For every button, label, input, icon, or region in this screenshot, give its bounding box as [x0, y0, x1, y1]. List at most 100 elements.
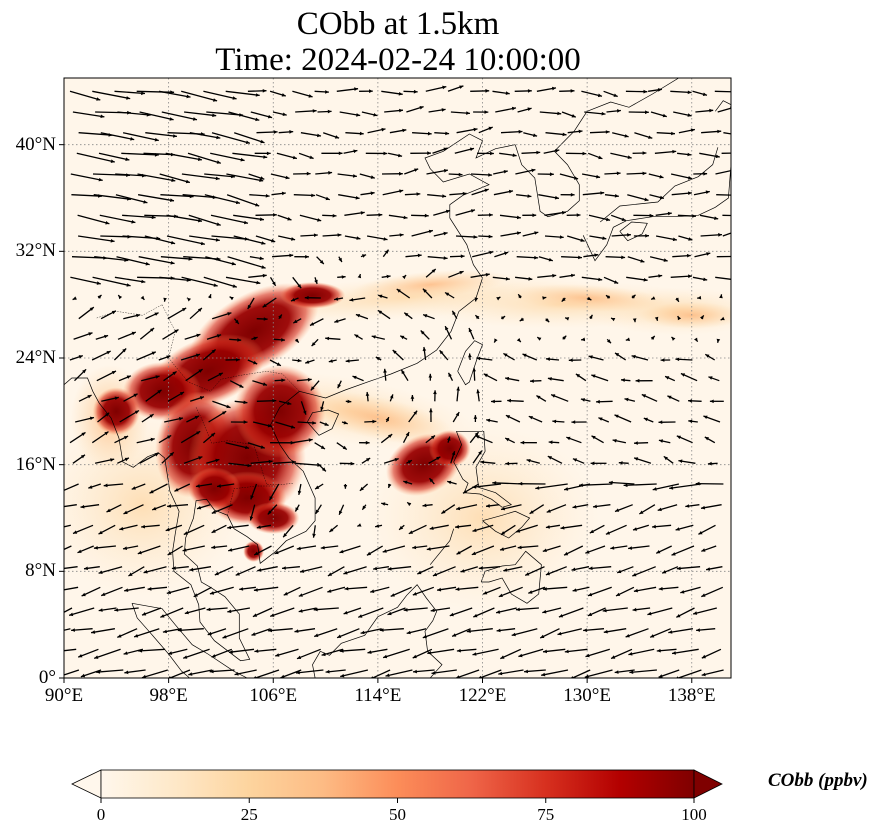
country-border: [227, 485, 276, 516]
wind-arrow: [227, 256, 266, 269]
wind-arrow: [380, 433, 393, 444]
coastline: [453, 430, 513, 508]
wind-arrow: [328, 359, 337, 363]
wind-arrow: [550, 393, 569, 402]
wind-arrow: [406, 459, 413, 464]
wind-arrow: [322, 132, 340, 139]
wind-arrow: [345, 359, 359, 363]
wind-arrow: [595, 399, 613, 404]
wind-arrow: [188, 669, 213, 676]
wind-arrow: [195, 483, 213, 488]
wind-arrow: [635, 378, 653, 383]
wind-arrow: [255, 235, 276, 243]
wind-arrow: [425, 85, 447, 92]
wind-arrow: [138, 648, 166, 653]
wind-arrow: [403, 89, 418, 94]
wind-arrow: [598, 417, 610, 423]
wind-arrow: [160, 256, 193, 261]
wind-arrow: [186, 297, 191, 302]
wind-arrow: [537, 172, 554, 177]
wind-arrow: [693, 172, 708, 176]
wind-arrow: [77, 545, 94, 554]
wind-arrow: [317, 109, 332, 114]
wind-arrow: [631, 294, 636, 299]
wind-arrow: [325, 669, 346, 674]
wind-arrow: [492, 481, 524, 485]
wind-arrow: [144, 235, 176, 245]
wind-arrow: [203, 276, 237, 288]
wind-arrow: [591, 435, 604, 444]
wind-arrow: [422, 288, 433, 299]
wind-arrow: [591, 374, 609, 382]
wind-arrow: [96, 669, 124, 674]
wind-arrow: [277, 214, 292, 221]
wind-arrow: [605, 524, 627, 535]
wind-arrow: [406, 628, 427, 635]
wind-arrow: [365, 391, 370, 402]
wind-arrow: [559, 89, 575, 93]
wind-arrow: [402, 431, 410, 444]
wind-arrow: [542, 296, 547, 300]
wind-arrow: [544, 210, 566, 216]
plume-blob: [639, 302, 731, 329]
wind-arrow: [377, 309, 391, 320]
coastline: [619, 221, 648, 242]
wind-arrow: [473, 607, 495, 618]
wind-arrow: [518, 648, 544, 658]
wind-arrow: [604, 171, 621, 176]
y-tick-label: 40°N: [15, 133, 56, 155]
wind-arrow: [612, 132, 629, 138]
wind-arrow: [292, 438, 313, 444]
wind-arrow: [580, 398, 591, 402]
wind-arrow: [590, 461, 607, 466]
wind-arrow: [297, 421, 317, 425]
plume-blob: [279, 282, 346, 309]
wind-arrow: [610, 152, 632, 159]
wind-arrow: [309, 318, 324, 327]
wind-arrow: [145, 389, 162, 402]
wind-arrow: [631, 354, 649, 361]
wind-arrow: [182, 648, 210, 659]
wind-arrow: [615, 586, 635, 597]
wind-arrow: [503, 352, 515, 361]
wind-arrow: [320, 401, 325, 412]
wind-arrow: [499, 214, 521, 220]
wind-arrow: [382, 545, 406, 553]
wind-arrow: [251, 336, 258, 341]
wind-arrow: [396, 288, 411, 299]
wind-arrow: [402, 274, 407, 280]
wind-arrow: [677, 152, 692, 157]
wind-arrow: [91, 431, 109, 444]
wind-arrow: [633, 213, 654, 218]
wind-arrow: [294, 504, 300, 512]
x-tick-label: 138°E: [667, 685, 716, 706]
wind-arrow: [588, 355, 604, 361]
wind-arrow: [625, 89, 648, 94]
wind-arrow: [716, 338, 721, 343]
wind-arrow: [359, 173, 375, 179]
wind-arrow: [536, 336, 542, 341]
wind-arrow: [516, 194, 532, 198]
wind-arrow: [177, 628, 204, 633]
wind-arrow: [315, 171, 333, 175]
wind-arrow: [493, 189, 514, 196]
wind-arrow: [382, 189, 404, 196]
wind-arrow: [408, 524, 427, 535]
wind-arrow: [389, 233, 404, 237]
wind-arrow: [403, 312, 413, 320]
wind-arrow: [517, 545, 539, 550]
wind-arrow: [278, 130, 294, 134]
wind-arrow: [474, 314, 480, 320]
wind-arrow: [117, 457, 130, 464]
wind-arrow: [517, 293, 522, 299]
wind-arrow: [360, 628, 382, 635]
wind-arrow: [354, 333, 363, 340]
wind-arrow: [122, 132, 159, 142]
wind-arrow: [293, 193, 316, 198]
wind-arrow: [359, 89, 373, 93]
wind-arrow: [162, 329, 179, 340]
wind-arrow: [314, 277, 318, 285]
wind-arrow: [64, 524, 71, 528]
